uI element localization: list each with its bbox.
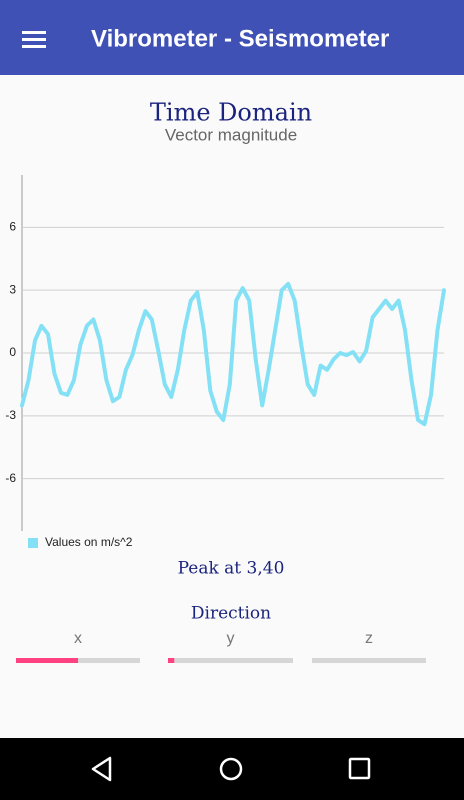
legend-label: Values on m/s^2 xyxy=(45,535,133,549)
legend-swatch xyxy=(28,538,38,548)
menu-icon-line xyxy=(22,38,46,41)
chart: -6 -3 0 3 6 Values on m/s^2 xyxy=(5,220,446,549)
direction-title: Direction xyxy=(191,604,271,624)
direction-bar xyxy=(168,658,175,663)
home-button[interactable] xyxy=(219,757,243,781)
y-tick-label: -6 xyxy=(5,471,16,485)
menu-icon-line xyxy=(22,31,46,34)
peak-text: Peak at 3,40 xyxy=(178,559,285,579)
direction-label: y xyxy=(227,630,235,647)
direction-bar xyxy=(16,658,78,663)
chart-subtitle: Vector magnitude xyxy=(165,125,297,144)
chart-title: Time Domain xyxy=(150,99,312,127)
direction-label: z xyxy=(365,630,373,647)
nav-bar xyxy=(0,738,464,800)
menu-button[interactable] xyxy=(22,31,46,48)
y-tick-label: 0 xyxy=(9,345,16,359)
recents-button[interactable] xyxy=(348,757,371,780)
data-line xyxy=(20,281,446,427)
direction-track xyxy=(312,658,426,663)
direction-track xyxy=(168,658,293,663)
direction-bars: x y z xyxy=(16,630,426,663)
app-bar xyxy=(0,0,464,75)
y-tick-label: 6 xyxy=(9,220,16,234)
direction-label: x xyxy=(74,630,82,647)
back-button[interactable] xyxy=(91,756,112,782)
y-tick-label: -3 xyxy=(5,408,16,422)
app-title: Vibrometer - Seismometer xyxy=(91,25,389,52)
y-tick-label: 3 xyxy=(9,282,16,296)
menu-icon-line xyxy=(22,45,46,48)
